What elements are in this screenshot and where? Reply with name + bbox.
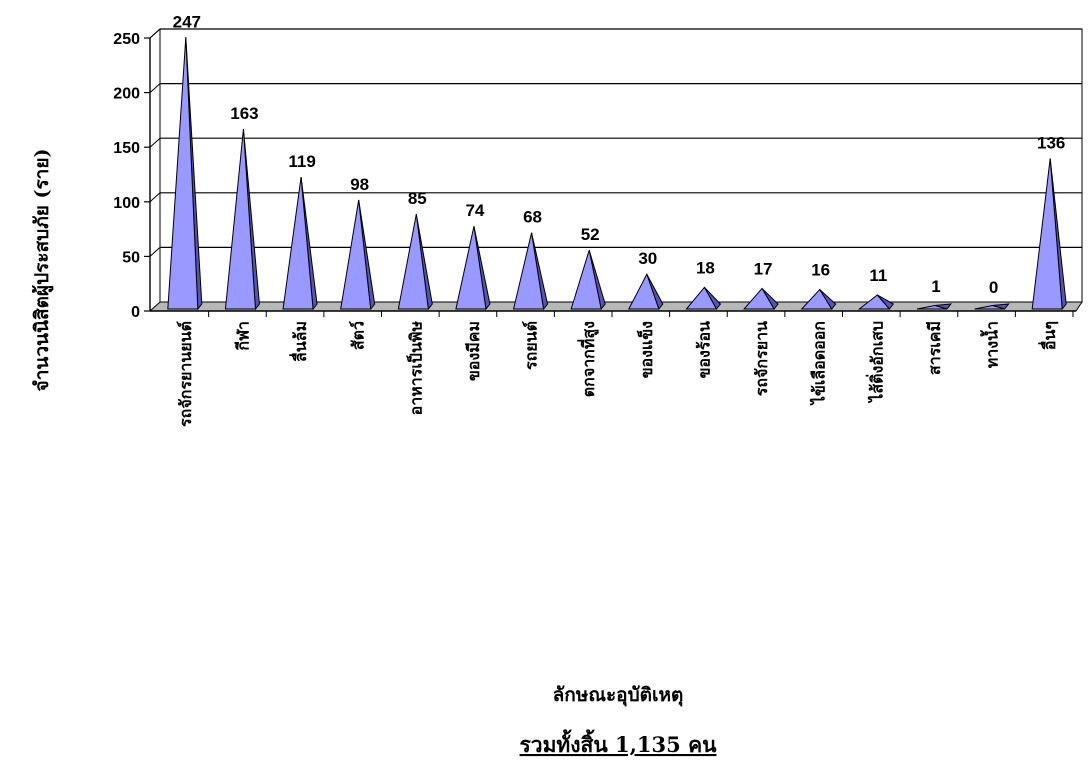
plot-area (144, 28, 1083, 317)
y-axis-top (149, 28, 161, 39)
x-tick-label: อาหารเป็นพิษ (404, 321, 425, 416)
y-axis-title: จำนวนนิสิตผู้ประสบภัย (ราย) (31, 149, 54, 392)
data-label: 98 (350, 175, 369, 194)
bar (742, 287, 779, 310)
gridline-side (149, 247, 161, 257)
data-label: 11 (869, 266, 887, 285)
x-tick-label: ของมีคม (464, 321, 483, 381)
data-label: 52 (581, 225, 600, 244)
y-tick-label: 150 (113, 140, 140, 157)
gridline-side (149, 137, 161, 148)
x-tick-label: ไข้เลือดออก (810, 321, 829, 406)
bar-face (857, 294, 891, 310)
bar-face (742, 287, 775, 310)
data-label: 85 (408, 189, 427, 208)
bar-face (685, 286, 718, 310)
bar (916, 303, 953, 310)
bar-face (224, 128, 256, 310)
data-label: 0 (989, 278, 998, 297)
x-tick-label: รถจักรยาน (752, 321, 771, 396)
bar-face (1031, 158, 1063, 310)
x-axis-title: ลักษณะอุบัติเหตุ (553, 684, 684, 707)
bar-face (455, 226, 487, 310)
x-tick-label: รถจักรยานยนต์ (176, 321, 195, 427)
data-label: 119 (288, 152, 315, 171)
bar-face (974, 304, 1005, 310)
data-label: 16 (811, 261, 830, 280)
x-tick-label: ตกจากที่สูง (577, 321, 600, 397)
bar (685, 286, 722, 310)
data-label: 18 (696, 258, 715, 277)
gridline-side (149, 192, 161, 203)
bar-face (627, 272, 660, 310)
x-tick-label: ของแข็ง (635, 321, 656, 378)
bar-face (167, 37, 199, 310)
y-tick-label: 100 (113, 195, 140, 212)
data-label: 163 (230, 104, 258, 123)
x-tick-label: รถยนต์ (522, 321, 541, 370)
bar (512, 232, 549, 311)
bar (800, 288, 837, 310)
back-wall (159, 28, 1083, 303)
bar (627, 272, 664, 311)
bar-face (340, 199, 372, 310)
bar (974, 303, 1010, 310)
y-tick-label: 0 (131, 304, 140, 321)
x-tick-label: ทางน้ำ (980, 321, 1002, 368)
data-label: 136 (1037, 133, 1065, 152)
data-label: 1 (931, 277, 940, 296)
bar-face (916, 304, 948, 310)
x-tick-label: กีฬา (233, 321, 252, 351)
bar (455, 226, 491, 311)
data-label: 74 (465, 201, 484, 220)
bar-face (397, 214, 429, 310)
x-tick-label: สัตว์ (349, 321, 368, 350)
bar (1031, 158, 1067, 311)
x-tick-label: สารเคมี (925, 321, 944, 375)
bar (340, 199, 376, 311)
x-tick-label: ไส้ติ่งอักเสบ (865, 321, 886, 404)
bar (397, 214, 433, 311)
y-tick-label: 50 (122, 249, 140, 266)
data-label: 17 (754, 259, 773, 278)
bar (224, 128, 260, 311)
bar (570, 250, 606, 311)
bar (167, 37, 203, 311)
y-tick-label: 200 (113, 86, 140, 103)
bar-face (512, 232, 545, 310)
total-label: รวมทั้งสิ้น 1,135 คน (520, 729, 718, 757)
bar (857, 294, 895, 310)
y-tick-label: 250 (113, 31, 140, 48)
bar-face (570, 250, 602, 310)
data-label: 68 (523, 208, 542, 227)
bar (282, 176, 318, 311)
x-tick-label: ของร้อน (694, 321, 713, 379)
x-tick-label: อื่นๆ (1038, 321, 1059, 351)
bar-face (282, 176, 314, 310)
data-label: 30 (638, 249, 657, 268)
labels-group: 050100150200250247รถจักรยานยนต์163กีฬา11… (113, 12, 1065, 427)
bars-group (167, 37, 1067, 311)
data-label: 247 (173, 12, 201, 31)
gridline-side (149, 83, 161, 93)
x-tick-label: ลื่นล้ม (289, 321, 310, 362)
bar-face (800, 288, 833, 310)
